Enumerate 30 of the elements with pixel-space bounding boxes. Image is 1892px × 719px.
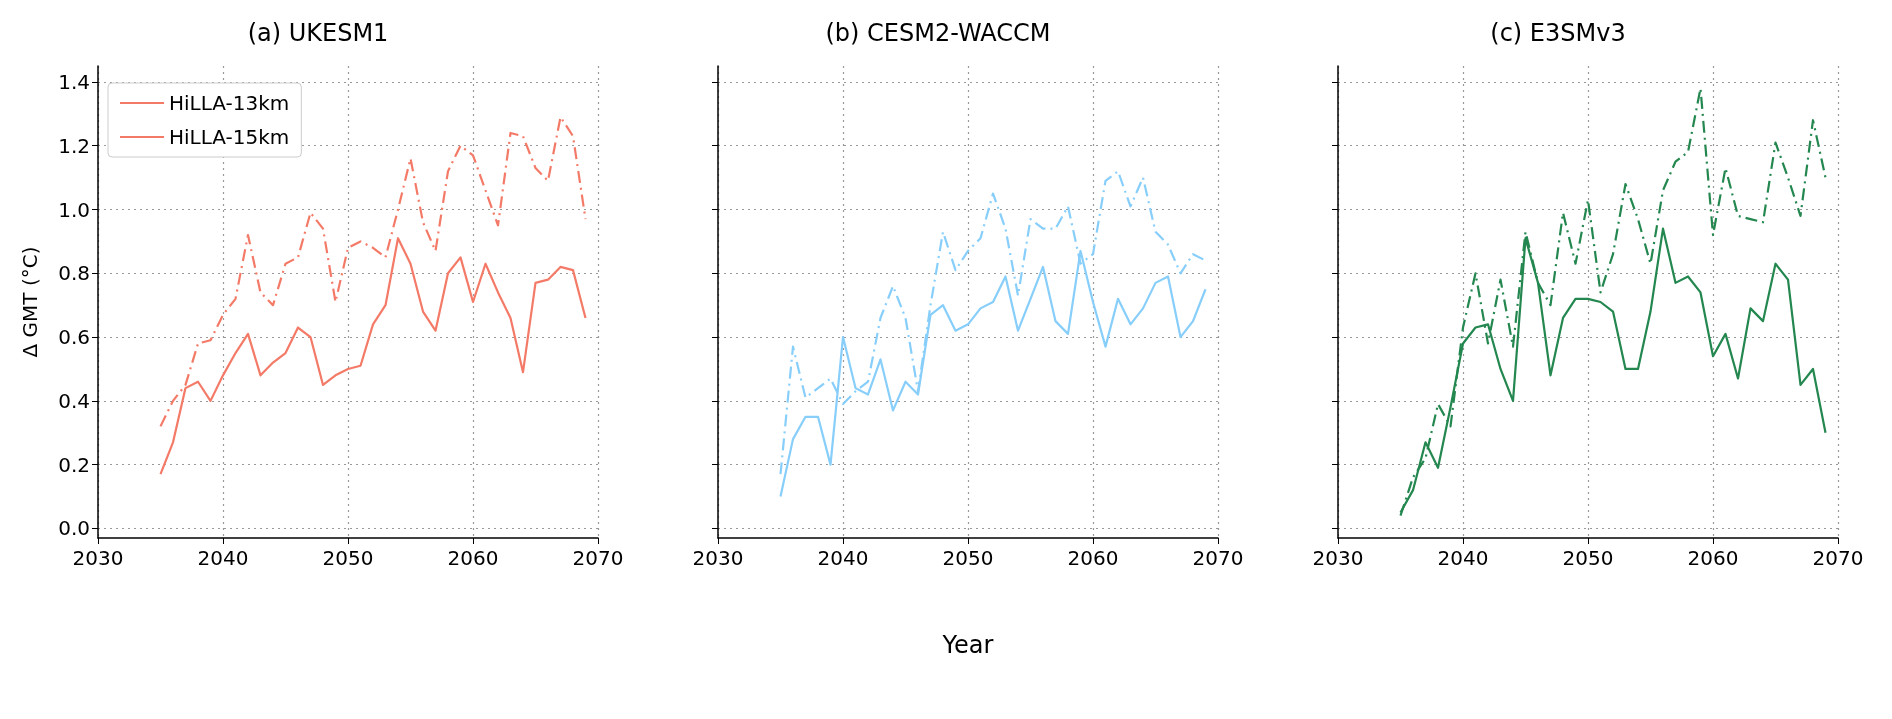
chart-title: (a) UKESM1 (247, 19, 389, 47)
x-tick-label: 2050 (322, 546, 374, 570)
x-tick-label: 2070 (572, 546, 624, 570)
x-tick-label: 2030 (1312, 546, 1364, 570)
y-tick-label: 1.4 (58, 69, 90, 94)
x-tick-label: 2070 (1812, 546, 1864, 570)
x-tick-label: 2060 (1067, 546, 1119, 570)
y-tick-label: 0.8 (58, 261, 90, 286)
y-tick-label: 1.0 (58, 197, 90, 222)
x-tick-label: 2060 (447, 546, 499, 570)
x-tick-label: 2050 (1562, 546, 1614, 570)
x-tick-label: 2040 (1437, 546, 1489, 570)
y-tick-label: 0.4 (58, 388, 90, 413)
x-tick-label: 2050 (942, 546, 994, 570)
y-tick-label: 1.2 (58, 133, 90, 158)
legend-label: HiLLA-13km (169, 91, 290, 115)
x-tick-label: 2030 (692, 546, 744, 570)
y-tick-label: 0.2 (58, 452, 90, 477)
x-tick-label: 2040 (197, 546, 249, 570)
x-tick-label: 2070 (1192, 546, 1244, 570)
chart-title: (b) CESM2-WACCM (825, 19, 1051, 47)
x-tick-label: 2040 (817, 546, 869, 570)
y-axis-title: Δ GMT (°C) (18, 246, 42, 358)
y-tick-label: 0.0 (58, 516, 90, 541)
x-axis-title: Year (941, 631, 994, 659)
y-tick-label: 0.6 (58, 325, 90, 350)
chart-title: (c) E3SMv3 (1490, 19, 1626, 47)
x-tick-label: 2060 (1687, 546, 1739, 570)
x-tick-label: 2030 (72, 546, 124, 570)
legend-label: HiLLA-15km (169, 125, 290, 149)
